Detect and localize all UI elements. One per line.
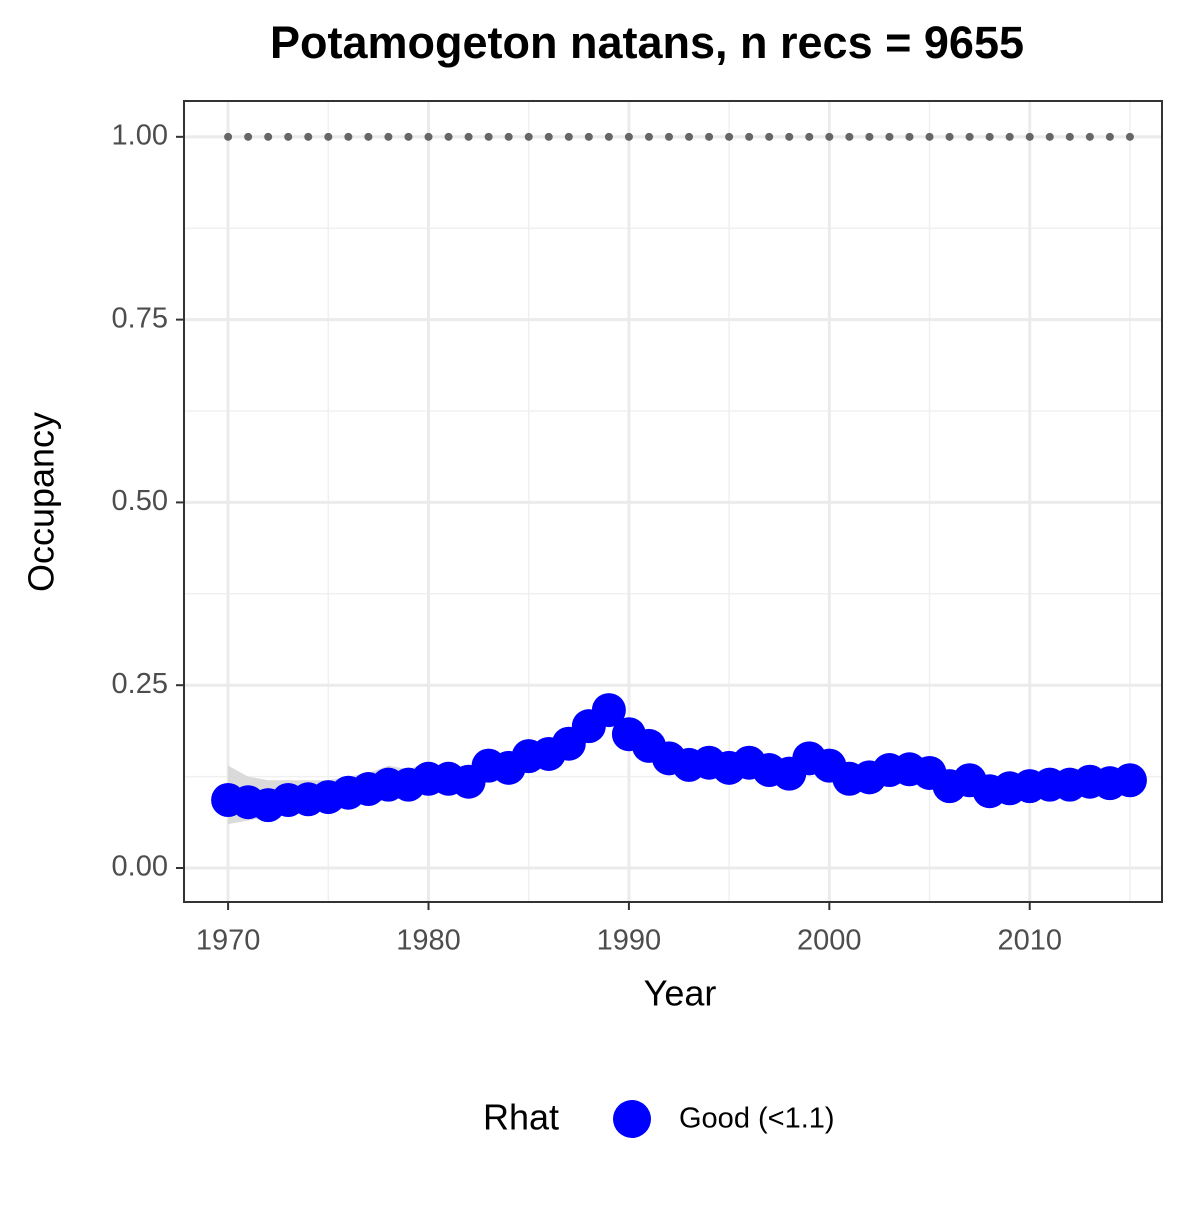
reference-dot: [524, 132, 533, 141]
reference-dot: [444, 132, 453, 141]
reference-dot: [324, 132, 333, 141]
reference-dot: [244, 132, 253, 141]
y-tick-label: 1.00: [112, 119, 168, 151]
reference-dot: [564, 132, 573, 141]
data-point: [1112, 763, 1147, 798]
reference-dot: [725, 132, 734, 141]
reference-dot: [504, 132, 513, 141]
y-tick-label: 0.75: [112, 302, 168, 334]
reference-dot: [945, 132, 954, 141]
reference-dot: [584, 132, 593, 141]
reference-dot: [624, 132, 633, 141]
y-tick-label: 0.00: [112, 851, 168, 883]
reference-dot: [865, 132, 874, 141]
legend-title: Rhat: [483, 1097, 559, 1138]
reference-dot: [785, 132, 794, 141]
reference-dot: [664, 132, 673, 141]
reference-dot: [1085, 132, 1094, 141]
reference-dot: [484, 132, 493, 141]
reference-dot: [845, 132, 854, 141]
reference-dot: [745, 132, 754, 141]
reference-dot: [384, 132, 393, 141]
reference-dot: [404, 132, 413, 141]
y-tick-label: 0.25: [112, 668, 168, 700]
reference-dot: [985, 132, 994, 141]
reference-dot: [264, 132, 273, 141]
reference-dot: [965, 132, 974, 141]
reference-dot: [705, 132, 714, 141]
reference-dot: [905, 132, 914, 141]
reference-dot: [1025, 132, 1034, 141]
reference-dot: [1005, 132, 1014, 141]
reference-dot: [805, 132, 814, 141]
reference-dot: [304, 132, 313, 141]
reference-dot: [1125, 132, 1134, 141]
reference-dot: [344, 132, 353, 141]
y-axis-title: Occupancy: [21, 412, 62, 592]
reference-dot: [604, 132, 613, 141]
y-tick-label: 0.50: [112, 485, 168, 517]
reference-dot: [424, 132, 433, 141]
x-tick-label: 1970: [196, 925, 261, 957]
reference-dot: [1065, 132, 1074, 141]
x-axis-title: Year: [644, 973, 717, 1014]
x-tick-label: 2000: [797, 925, 862, 957]
reference-dot: [544, 132, 553, 141]
legend-label: Good (<1.1): [679, 1103, 835, 1135]
reference-dot: [224, 132, 233, 141]
x-tick-label: 1990: [597, 925, 662, 957]
reference-dot: [284, 132, 293, 141]
chart-title: Potamogeton natans, n recs = 9655: [270, 17, 1024, 68]
reference-dot: [685, 132, 694, 141]
plot-border: [183, 100, 1163, 903]
reference-dot: [644, 132, 653, 141]
reference-dot: [464, 132, 473, 141]
legend-marker: [613, 1100, 651, 1138]
reference-dot: [765, 132, 774, 141]
reference-dot: [1045, 132, 1054, 141]
reference-dot: [1105, 132, 1114, 141]
reference-dot: [364, 132, 373, 141]
reference-dot: [885, 132, 894, 141]
x-tick-label: 2010: [997, 925, 1062, 957]
reference-dot: [825, 132, 834, 141]
x-tick-label: 1980: [396, 925, 461, 957]
data-point: [591, 693, 626, 728]
reference-dot: [925, 132, 934, 141]
